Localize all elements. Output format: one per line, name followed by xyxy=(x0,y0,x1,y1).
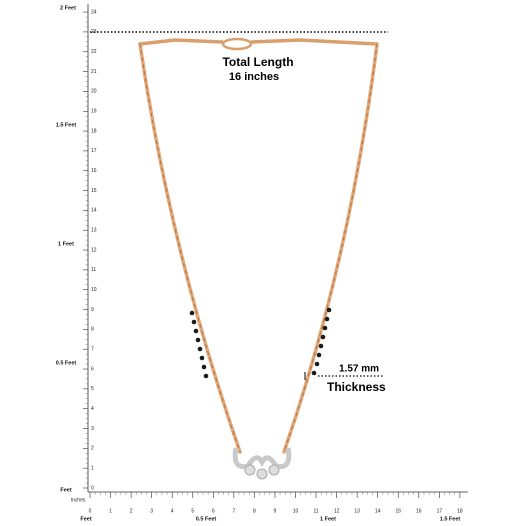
unit-label: Inches xyxy=(71,497,86,503)
feet-label: 1 Feet xyxy=(58,241,74,247)
tick-label: 4 xyxy=(91,406,94,412)
necklace xyxy=(138,37,379,454)
tick-label: 14 xyxy=(91,208,97,214)
tick-label: 12 xyxy=(334,508,340,514)
tick-label: 9 xyxy=(91,307,94,313)
tick-label: 5 xyxy=(191,508,194,514)
tick-label: 2 xyxy=(91,446,94,452)
thickness-value: 1.57 mm xyxy=(339,364,379,375)
tick-label: 6 xyxy=(212,508,215,514)
feet-label: Feet xyxy=(60,487,71,493)
tick-label: 10 xyxy=(91,287,97,293)
feet-label: Feet xyxy=(80,516,91,522)
tick-label: 8 xyxy=(253,508,256,514)
tick-label: 3 xyxy=(150,508,153,514)
tick-label: 17 xyxy=(91,148,97,154)
annotation-title: Total Length xyxy=(222,55,293,69)
tick-label: 9 xyxy=(274,508,277,514)
feet-label: 0.5 Feet xyxy=(196,516,217,522)
tick-label: 18 xyxy=(91,128,97,134)
tick-label: 6 xyxy=(91,366,94,372)
tick-label: 0 xyxy=(91,485,94,491)
pendant xyxy=(232,447,292,480)
feet-label: 2 Feet xyxy=(60,5,76,11)
tick-label: 22 xyxy=(91,49,97,55)
thickness-label: Thickness xyxy=(327,380,386,394)
tick-label: 10 xyxy=(293,508,299,514)
feet-label: 1 Feet xyxy=(320,516,336,522)
tick-label: 17 xyxy=(437,508,443,514)
tick-label: 16 xyxy=(416,508,422,514)
tick-label: 15 xyxy=(395,508,401,514)
tick-label: 5 xyxy=(91,386,94,392)
tick-label: 8 xyxy=(91,327,94,333)
horizontal-ticks: 0 1 2 3 4 5 6 7 8 9 10 11 12 13 14 15 16 17 18 xyxy=(89,492,463,514)
tick-label: 11 xyxy=(313,508,318,514)
tick-label: 19 xyxy=(91,109,97,115)
black-beads xyxy=(189,307,332,379)
tick-label: 7 xyxy=(91,347,94,353)
tick-label: 24 xyxy=(91,9,97,15)
tick-label: 2 xyxy=(130,508,133,514)
tick-label: 15 xyxy=(91,188,97,194)
tick-label: 4 xyxy=(171,508,174,514)
feet-label: 1.5 Feet xyxy=(440,516,461,522)
annotation-value: 16 inches xyxy=(229,71,279,83)
tick-label: 0 xyxy=(89,508,92,514)
vertical-ticks: 0123456789101112131415161718192021222324 xyxy=(83,9,97,491)
tick-label: 20 xyxy=(91,89,97,95)
tick-label: 21 xyxy=(91,69,97,75)
tick-label: 14 xyxy=(375,508,381,514)
tick-label: 16 xyxy=(91,168,97,174)
tick-label: 3 xyxy=(91,426,94,432)
tick-label: 11 xyxy=(91,267,96,273)
feet-label: 0.5 Feet xyxy=(56,360,77,366)
tick-label: 12 xyxy=(91,247,97,253)
feet-label: 1.5 Feet xyxy=(56,122,77,128)
tick-label: 7 xyxy=(232,508,235,514)
tick-label: 13 xyxy=(354,508,360,514)
tick-label: 1 xyxy=(91,465,94,471)
tick-label: 13 xyxy=(91,228,97,234)
tick-label: 18 xyxy=(457,508,463,514)
tick-label: 1 xyxy=(109,508,112,514)
